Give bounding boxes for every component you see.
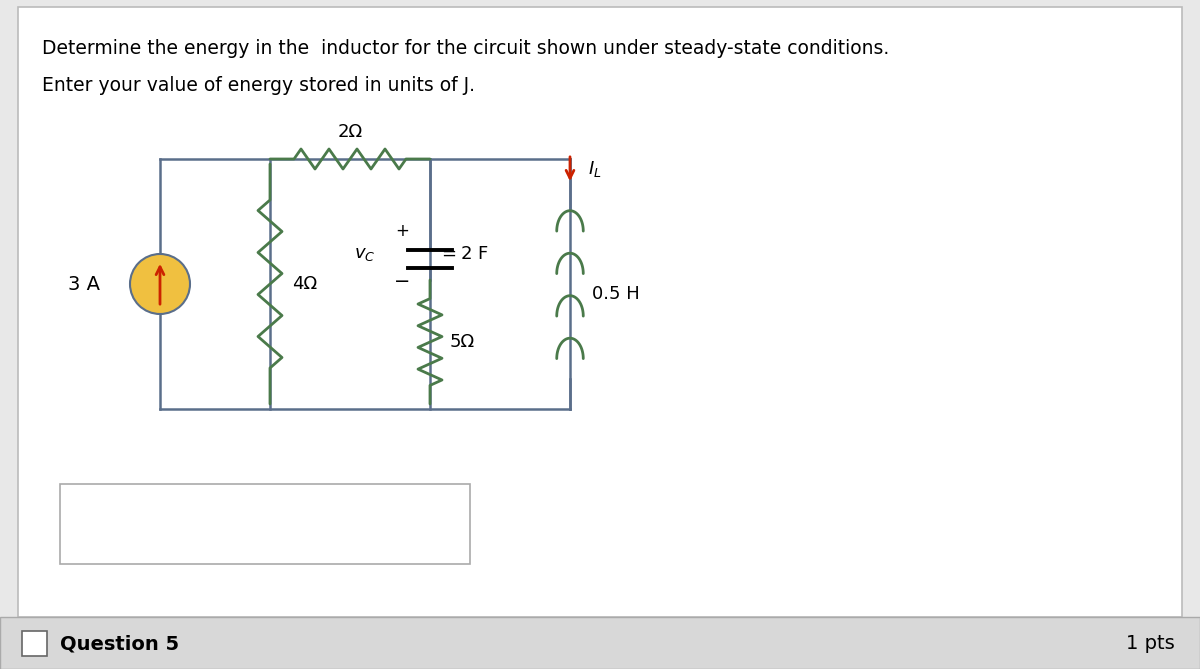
- FancyBboxPatch shape: [22, 631, 47, 656]
- Text: Question 5: Question 5: [60, 634, 179, 653]
- Text: +: +: [395, 222, 409, 240]
- Circle shape: [130, 254, 190, 314]
- FancyBboxPatch shape: [18, 7, 1182, 617]
- Text: −: −: [394, 272, 410, 291]
- Text: 0.5 H: 0.5 H: [592, 285, 640, 303]
- FancyBboxPatch shape: [0, 617, 1200, 669]
- Text: Determine the energy in the  inductor for the circuit shown under steady-state c: Determine the energy in the inductor for…: [42, 39, 889, 58]
- Text: Enter your value of energy stored in units of J.: Enter your value of energy stored in uni…: [42, 76, 475, 95]
- Text: $I_L$: $I_L$: [588, 159, 601, 179]
- Text: $= 2$ F: $= 2$ F: [438, 245, 488, 263]
- FancyBboxPatch shape: [60, 484, 470, 564]
- Text: $v_C$: $v_C$: [354, 245, 374, 263]
- Text: 5Ω: 5Ω: [450, 333, 475, 351]
- Text: 3 A: 3 A: [68, 274, 100, 294]
- Text: 2Ω: 2Ω: [337, 123, 362, 141]
- Text: 1 pts: 1 pts: [1127, 634, 1175, 653]
- Text: 4Ω: 4Ω: [292, 275, 317, 293]
